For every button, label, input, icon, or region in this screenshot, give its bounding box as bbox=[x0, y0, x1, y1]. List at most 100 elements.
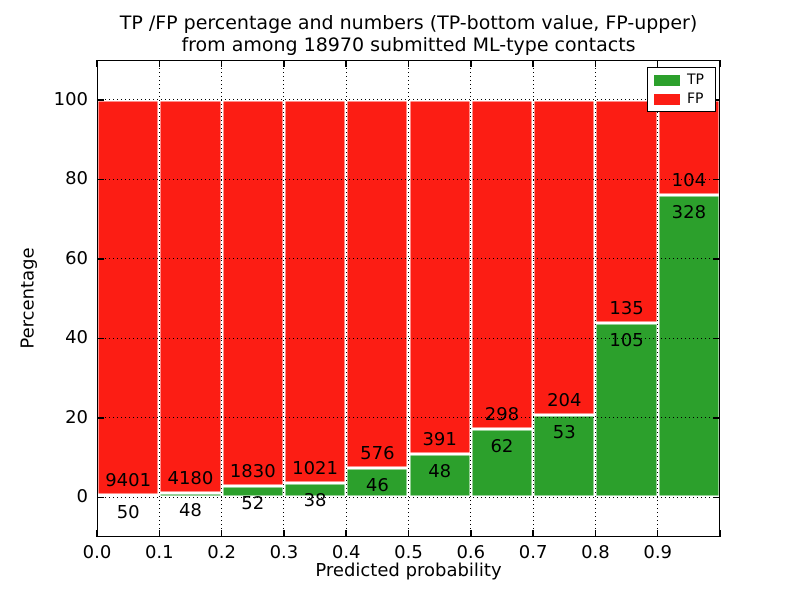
gridline-vertical bbox=[657, 60, 659, 537]
x-tick-bottom bbox=[345, 530, 347, 537]
x-tick-label: 0.2 bbox=[207, 542, 236, 563]
tp-count-label: 38 bbox=[303, 489, 327, 511]
y-tick-left bbox=[97, 337, 104, 339]
chart-title: TP /FP percentage and numbers (TP-bottom… bbox=[97, 12, 720, 56]
legend-swatch-fp-icon bbox=[654, 93, 680, 105]
x-tick-top bbox=[283, 60, 285, 67]
x-tick-bottom bbox=[719, 530, 721, 537]
x-tick-top bbox=[656, 60, 659, 67]
y-tick-right bbox=[713, 496, 720, 498]
bar-tp-segment bbox=[159, 492, 222, 498]
x-tick-top bbox=[532, 60, 534, 67]
legend-entry-tp: TP bbox=[654, 73, 715, 87]
x-tick-top bbox=[96, 60, 98, 67]
y-tick-left bbox=[97, 99, 104, 101]
fp-count-label: 1830 bbox=[229, 461, 276, 483]
bar-tp-segment bbox=[346, 467, 409, 498]
fp-count-label: 298 bbox=[484, 403, 520, 425]
tp-count-label: 48 bbox=[178, 499, 202, 521]
legend-label-tp: TP bbox=[687, 72, 704, 88]
gridline-vertical bbox=[283, 60, 285, 537]
fp-count-label: 4180 bbox=[167, 467, 214, 489]
x-tick-label: 0.5 bbox=[394, 542, 423, 563]
gridline-vertical bbox=[158, 60, 160, 537]
y-tick-label: 40 bbox=[65, 327, 88, 349]
bar-fp-segment bbox=[221, 99, 284, 487]
tp-count-label: 46 bbox=[365, 474, 389, 496]
tp-count-label: 48 bbox=[428, 460, 452, 482]
x-tick-label: 0.4 bbox=[331, 542, 361, 563]
y-tick-left bbox=[97, 496, 104, 498]
fp-count-label: 204 bbox=[547, 390, 582, 412]
y-tick-right bbox=[713, 337, 720, 339]
x-tick-label: 0.6 bbox=[456, 542, 486, 563]
bar-tp-segment bbox=[470, 428, 534, 498]
x-tick-label: 0.1 bbox=[144, 542, 174, 563]
x-tick-top bbox=[158, 60, 161, 67]
x-axis-label: Predicted probability bbox=[315, 560, 502, 581]
x-tick-top bbox=[719, 60, 721, 67]
plot-area: 9401 50 4180 48 1830 52 1021 38 576 46 391 48 298 62 2… bbox=[96, 60, 721, 537]
y-tick-label: 60 bbox=[65, 247, 88, 269]
bar-tp-segment bbox=[408, 453, 471, 498]
bar-fp-segment bbox=[470, 99, 534, 429]
fp-count-label: 576 bbox=[360, 442, 395, 464]
x-tick-top bbox=[594, 60, 597, 67]
y-tick-label: 20 bbox=[65, 406, 88, 428]
x-tick-top bbox=[407, 60, 410, 67]
gridline-vertical bbox=[594, 60, 596, 537]
x-tick-bottom bbox=[594, 530, 597, 537]
bar-tp-segment bbox=[657, 195, 720, 498]
gridline-vertical bbox=[408, 60, 409, 537]
y-tick-right bbox=[713, 417, 720, 419]
x-tick-bottom bbox=[158, 530, 161, 537]
x-tick-bottom bbox=[470, 530, 472, 537]
y-tick-right bbox=[713, 99, 720, 101]
bar-tp-segment bbox=[533, 415, 596, 498]
x-tick-bottom bbox=[220, 530, 223, 537]
legend-label-fp: FP bbox=[687, 91, 704, 107]
tp-count-label: 50 bbox=[116, 502, 140, 524]
bar-tp-segment bbox=[97, 495, 160, 498]
chart-title-line2: from among 18970 submitted ML-type conta… bbox=[181, 34, 636, 56]
bar-fp-segment bbox=[346, 99, 409, 468]
y-tick-right bbox=[713, 258, 720, 260]
x-tick-top bbox=[220, 60, 223, 67]
fp-count-label: 9401 bbox=[105, 470, 152, 492]
y-tick-label: 0 bbox=[76, 486, 88, 508]
x-tick-bottom bbox=[407, 530, 410, 537]
gridline-vertical bbox=[470, 60, 472, 537]
x-tick-bottom bbox=[656, 530, 659, 537]
x-tick-label: 0.9 bbox=[643, 542, 673, 563]
fp-count-label: 104 bbox=[671, 170, 707, 192]
gridline-vertical bbox=[345, 60, 347, 537]
bar-fp-segment bbox=[595, 99, 658, 324]
tp-count-label: 62 bbox=[490, 435, 514, 457]
y-tick-left bbox=[97, 258, 104, 260]
x-tick-top bbox=[470, 60, 472, 67]
bar-tp-segment bbox=[595, 323, 658, 498]
fp-count-label: 391 bbox=[422, 428, 457, 450]
bar-fp-segment bbox=[408, 99, 471, 454]
y-tick-right bbox=[713, 178, 720, 180]
tp-count-label: 105 bbox=[609, 330, 644, 352]
x-tick-label: 0.3 bbox=[269, 542, 299, 563]
x-tick-label: 0.8 bbox=[581, 542, 610, 563]
tp-count-label: 328 bbox=[671, 202, 707, 224]
bar-fp-segment bbox=[97, 99, 160, 496]
x-tick-top bbox=[345, 60, 347, 67]
bar-fp-segment bbox=[533, 99, 596, 416]
chart-title-line1: TP /FP percentage and numbers (TP-bottom… bbox=[119, 12, 698, 34]
x-tick-bottom bbox=[532, 530, 534, 537]
tp-count-label: 53 bbox=[552, 422, 576, 444]
tp-count-label: 52 bbox=[241, 493, 265, 515]
fp-count-label: 135 bbox=[609, 298, 644, 320]
y-tick-label: 80 bbox=[65, 168, 88, 190]
bar-fp-segment bbox=[159, 99, 222, 493]
y-tick-left bbox=[97, 178, 104, 180]
legend: TP FP bbox=[647, 67, 716, 112]
legend-entry-fp: FP bbox=[654, 92, 715, 106]
y-tick-left bbox=[97, 417, 104, 419]
gridline-vertical bbox=[532, 60, 534, 537]
